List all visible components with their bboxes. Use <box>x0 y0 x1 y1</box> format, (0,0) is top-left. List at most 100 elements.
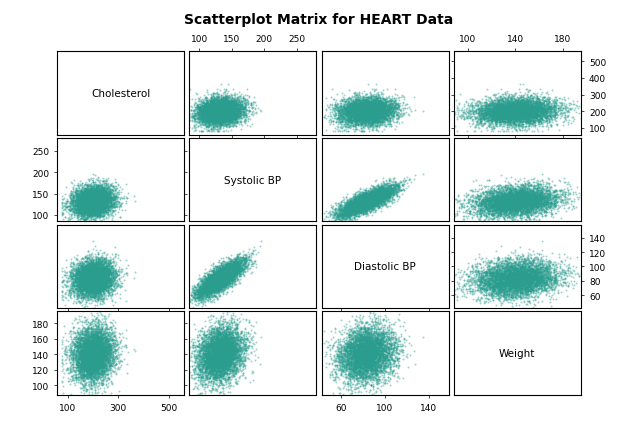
Point <box>82 283 92 290</box>
Point <box>532 100 542 107</box>
Point <box>391 362 401 368</box>
Point <box>355 111 366 118</box>
Point <box>85 194 95 201</box>
Point <box>223 104 233 111</box>
Point <box>111 193 121 200</box>
Point <box>363 108 373 115</box>
Point <box>196 367 206 374</box>
Point <box>445 201 455 208</box>
Point <box>362 108 373 115</box>
Point <box>210 350 220 357</box>
Point <box>374 196 384 203</box>
Point <box>498 203 508 210</box>
Point <box>364 109 375 116</box>
Point <box>373 196 383 203</box>
Point <box>209 110 219 117</box>
Point <box>219 112 229 119</box>
Point <box>216 122 226 128</box>
Point <box>512 110 522 117</box>
Point <box>224 343 234 350</box>
Point <box>362 120 373 127</box>
Point <box>228 266 239 273</box>
Point <box>228 98 239 105</box>
Point <box>219 100 229 107</box>
Point <box>379 346 389 353</box>
Point <box>523 194 533 201</box>
Point <box>498 118 508 125</box>
Point <box>89 327 99 334</box>
Point <box>516 274 526 281</box>
Point <box>78 372 89 379</box>
Point <box>91 195 101 202</box>
Point <box>80 268 90 275</box>
Point <box>363 351 373 358</box>
Point <box>494 279 505 286</box>
Point <box>228 271 239 278</box>
Point <box>84 288 94 295</box>
Point <box>510 122 521 128</box>
Point <box>373 100 383 107</box>
Point <box>452 105 462 112</box>
Point <box>495 111 505 118</box>
Point <box>481 115 491 122</box>
Point <box>497 195 507 202</box>
Point <box>517 281 527 288</box>
Point <box>218 345 228 352</box>
Point <box>88 286 98 293</box>
Point <box>367 363 377 370</box>
Point <box>370 349 380 355</box>
Point <box>382 185 392 192</box>
Point <box>346 362 356 369</box>
Point <box>350 115 360 122</box>
Point <box>371 197 381 204</box>
Point <box>97 200 107 207</box>
Point <box>514 197 524 204</box>
Point <box>96 198 106 205</box>
Point <box>512 202 522 209</box>
Point <box>346 97 357 104</box>
Point <box>221 285 232 292</box>
Point <box>503 119 513 126</box>
Point <box>201 343 211 350</box>
Point <box>218 272 228 279</box>
Point <box>210 275 220 282</box>
Point <box>219 269 230 276</box>
Point <box>377 190 387 197</box>
Point <box>246 358 256 365</box>
Point <box>531 206 541 213</box>
Point <box>364 349 374 356</box>
Point <box>405 106 415 113</box>
Point <box>205 281 216 288</box>
Point <box>380 191 390 197</box>
Point <box>198 289 208 296</box>
Point <box>71 266 82 273</box>
Point <box>374 362 384 369</box>
Point <box>75 274 85 281</box>
Point <box>226 346 236 353</box>
Point <box>203 104 213 111</box>
Point <box>93 340 103 347</box>
Point <box>225 272 235 279</box>
Point <box>226 330 237 337</box>
Point <box>80 188 90 195</box>
Point <box>551 122 561 128</box>
Point <box>91 270 101 277</box>
Point <box>516 104 526 111</box>
Point <box>384 109 394 116</box>
Point <box>89 344 99 351</box>
Point <box>341 110 351 117</box>
Point <box>328 357 338 364</box>
Point <box>521 195 531 202</box>
Point <box>207 98 218 105</box>
Point <box>75 362 85 369</box>
Point <box>523 209 533 216</box>
Point <box>581 106 591 113</box>
Point <box>347 202 357 209</box>
Point <box>369 106 379 113</box>
Point <box>512 189 522 196</box>
Point <box>218 354 228 361</box>
Point <box>216 120 226 127</box>
Point <box>509 107 519 114</box>
Point <box>218 345 228 352</box>
Point <box>359 207 369 214</box>
